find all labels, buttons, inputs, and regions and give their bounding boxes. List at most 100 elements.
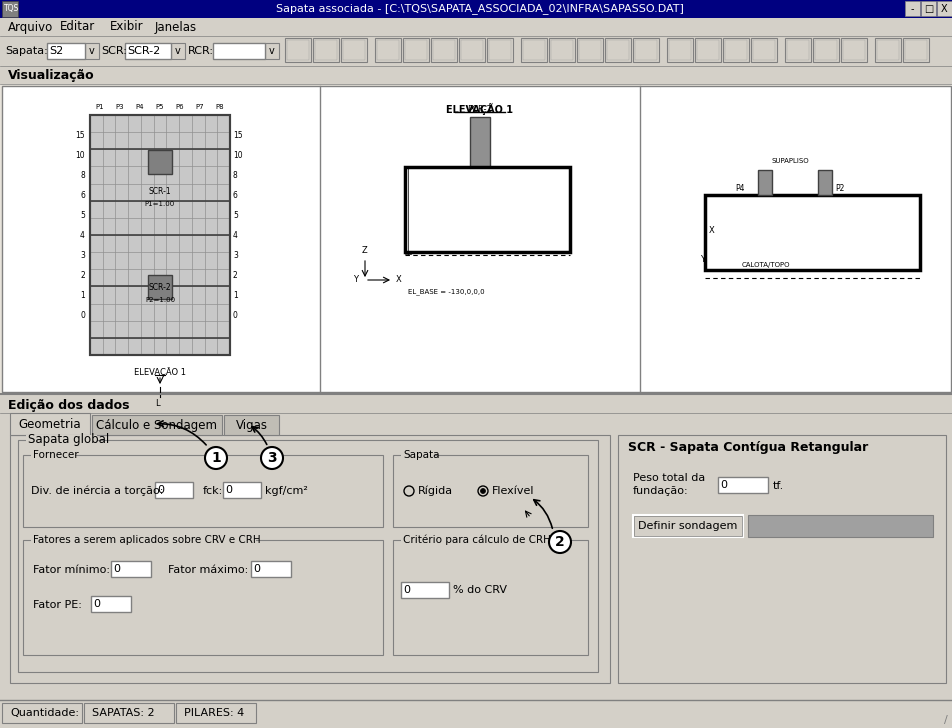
Bar: [403, 38, 428, 62]
Text: ELEVAÇÃO 1: ELEVAÇÃO 1: [134, 367, 186, 377]
Bar: [26, 435, 97, 445]
Text: 10: 10: [75, 151, 85, 159]
Text: □: □: [922, 4, 932, 14]
Bar: [0, 18, 952, 36]
Text: 2: 2: [555, 535, 565, 549]
Bar: [47, 43, 85, 59]
Text: 3: 3: [232, 250, 238, 259]
Bar: [315, 40, 337, 60]
Text: S2: S2: [49, 46, 63, 56]
Text: Critério para cálculo de CRH: Critério para cálculo de CRH: [403, 535, 550, 545]
Text: P2: P2: [835, 184, 843, 193]
Text: Div. de inércia a torção:: Div. de inércia a torção:: [31, 486, 163, 496]
Text: Fator máximo:: Fator máximo:: [168, 565, 248, 575]
Text: EL_BASE = -130,0,0,0: EL_BASE = -130,0,0,0: [407, 288, 485, 295]
Bar: [287, 40, 308, 60]
Text: Peso total da: Peso total da: [632, 473, 704, 483]
Bar: [31, 535, 256, 545]
Text: 15: 15: [232, 130, 243, 140]
Text: 4: 4: [80, 231, 85, 240]
Text: Cálculo e Sondagem: Cálculo e Sondagem: [96, 419, 217, 432]
Bar: [723, 38, 748, 62]
Bar: [92, 415, 222, 435]
Bar: [170, 43, 185, 59]
Bar: [176, 703, 256, 723]
Bar: [469, 117, 489, 167]
Text: P6: P6: [175, 104, 184, 110]
Bar: [110, 561, 150, 577]
Text: Definir sondagem: Definir sondagem: [638, 521, 737, 531]
Text: 2: 2: [232, 271, 237, 280]
Circle shape: [480, 488, 485, 494]
Text: SCR-1: SCR-1: [149, 187, 171, 197]
Text: 0: 0: [113, 564, 120, 574]
Bar: [155, 482, 193, 498]
Bar: [579, 40, 601, 60]
Text: Quantidade:: Quantidade:: [10, 708, 79, 718]
Text: Janelas: Janelas: [155, 20, 197, 33]
Bar: [606, 40, 628, 60]
Circle shape: [548, 531, 570, 553]
Text: v: v: [268, 46, 274, 56]
Bar: [377, 40, 399, 60]
Bar: [90, 596, 130, 612]
Bar: [817, 170, 831, 195]
Bar: [401, 450, 433, 460]
Text: 10: 10: [232, 151, 243, 159]
Bar: [18, 440, 597, 672]
Bar: [876, 40, 898, 60]
Bar: [548, 38, 574, 62]
Text: Vigas: Vigas: [235, 419, 268, 432]
Bar: [694, 38, 721, 62]
Text: 0: 0: [720, 480, 726, 490]
Bar: [814, 40, 836, 60]
Text: v: v: [175, 46, 181, 56]
Bar: [392, 455, 587, 527]
Bar: [784, 38, 810, 62]
Text: P2=1.00: P2=1.00: [145, 297, 175, 303]
Bar: [668, 40, 690, 60]
Text: X: X: [708, 226, 714, 235]
Bar: [843, 40, 864, 60]
Bar: [550, 40, 572, 60]
Bar: [405, 167, 569, 252]
Bar: [904, 1, 919, 16]
Bar: [521, 38, 546, 62]
Text: Rígida: Rígida: [418, 486, 452, 496]
Bar: [89, 115, 229, 355]
Text: Fatores a serem aplicados sobre CRV e CRH: Fatores a serem aplicados sobre CRV e CR…: [33, 535, 260, 545]
Bar: [10, 435, 609, 683]
Bar: [401, 582, 448, 598]
Text: 1: 1: [211, 451, 221, 465]
Text: 8: 8: [80, 170, 85, 180]
Text: 0: 0: [403, 585, 409, 595]
Text: Fator PE:: Fator PE:: [33, 600, 82, 610]
Text: 1: 1: [80, 290, 85, 299]
Text: SCR - Sapata Contígua Retangular: SCR - Sapata Contígua Retangular: [627, 441, 867, 454]
Bar: [0, 84, 952, 394]
Bar: [0, 66, 952, 84]
Bar: [392, 540, 587, 655]
Bar: [405, 40, 426, 60]
Bar: [840, 38, 866, 62]
Text: 4: 4: [232, 231, 238, 240]
Bar: [223, 482, 261, 498]
Bar: [696, 40, 718, 60]
Bar: [23, 455, 383, 527]
Bar: [666, 38, 692, 62]
Text: Y: Y: [700, 256, 704, 264]
Bar: [812, 38, 838, 62]
Text: Y: Y: [352, 275, 358, 285]
Text: PILARES: 4: PILARES: 4: [184, 708, 244, 718]
Text: Fornecer: Fornecer: [33, 450, 79, 460]
Bar: [459, 38, 485, 62]
Bar: [2, 86, 950, 392]
Bar: [312, 38, 339, 62]
Bar: [125, 43, 170, 59]
Text: 15: 15: [75, 130, 85, 140]
Text: % do CRV: % do CRV: [452, 585, 506, 595]
Text: fundação:: fundação:: [632, 486, 688, 496]
Text: -: -: [910, 4, 913, 14]
Circle shape: [205, 447, 227, 469]
Text: 3: 3: [80, 250, 85, 259]
